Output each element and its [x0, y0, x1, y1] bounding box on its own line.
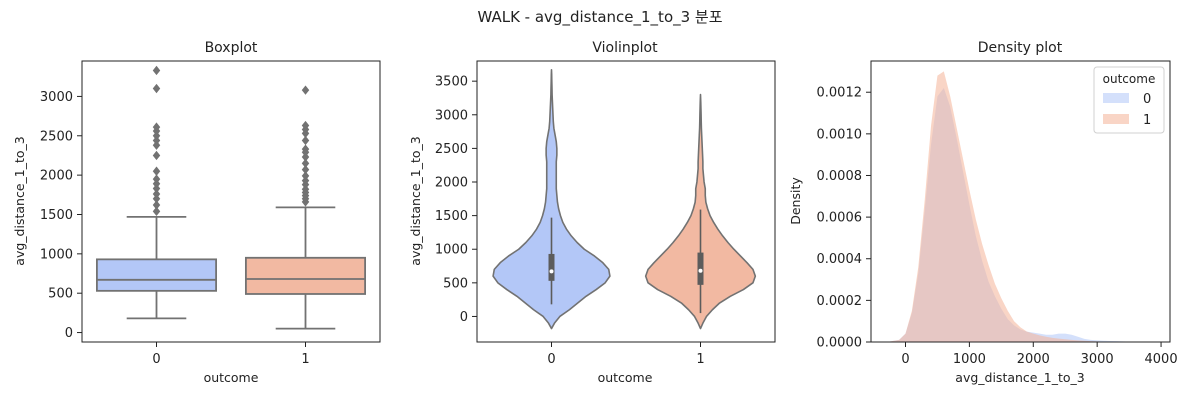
violinplot-frame [476, 60, 776, 343]
boxplot-outlier [152, 140, 161, 150]
violinplot-xlabel: outcome [598, 370, 653, 385]
violinplot-title: Violinplot [592, 40, 658, 56]
legend-label-1: 1 [1143, 113, 1151, 128]
boxplot-outlier [301, 158, 310, 169]
violin-body [492, 68, 611, 330]
boxplot-ylabel: avg_distance_1_to_3 [12, 136, 27, 265]
boxplot-ytick-label: 0 [65, 326, 73, 341]
boxplot-outlier [301, 164, 310, 175]
boxplot-outlier [301, 85, 310, 95]
violin-ytick-label: 1000 [435, 243, 468, 258]
density-title: Density plot [978, 40, 1063, 56]
boxplot-outlier [152, 183, 161, 194]
legend-swatch-1 [1103, 114, 1129, 124]
density-ytick-label: 0.0006 [817, 211, 863, 226]
violin-iqr-box [548, 253, 555, 281]
violin-ytick-label: 0 [460, 310, 468, 325]
violin-xtick-label: 1 [696, 352, 704, 367]
violinplot-panel: Violinplot 05001000150020002500300035000… [408, 40, 776, 385]
boxplot-frame [81, 60, 381, 343]
boxplot-outlier [152, 83, 161, 94]
legend-title: outcome [1103, 72, 1156, 86]
density-ylabel: Density [788, 177, 803, 225]
density-xtick-label: 1000 [953, 352, 986, 367]
boxplot-outlier [152, 189, 161, 199]
density-panel: Density plot 0.00000.00020.00040.00060.0… [788, 40, 1178, 385]
boxplot-ytick-label: 3000 [40, 90, 73, 105]
boxplot-plot-area: 0 500 1000 1500 2000 2500 3000 0 1 [40, 65, 366, 367]
violin-median-dot [698, 268, 703, 273]
violinplot-plot-area: 0 500 1000 1500 2000 2500 3000 3500 0 1 [435, 68, 757, 367]
density-plot-area: 0.0000 0.0002 0.0004 0.0006 0.0008 0.0010 0.00… [817, 71, 1178, 367]
density-ytick-label: 0.0004 [817, 252, 863, 267]
boxplot-outlier [152, 200, 161, 210]
boxplot-title: Boxplot [205, 40, 258, 56]
boxplot-outlier [301, 144, 310, 154]
boxplot-box [244, 256, 366, 295]
density-ytick-label: 0.0000 [817, 336, 863, 351]
violin-ytick-label: 3000 [435, 108, 468, 123]
boxplot-outlier [152, 65, 161, 76]
legend-label-0: 0 [1143, 92, 1151, 107]
boxplot-outlier [301, 135, 310, 146]
density-xtick-label: 4000 [1145, 352, 1178, 367]
violin-median-dot [549, 269, 554, 274]
density-xtick-label: 2000 [1017, 352, 1050, 367]
density-xlabel: avg_distance_1_to_3 [955, 370, 1084, 385]
boxplot-outlier [301, 152, 310, 162]
violin-iqr-box [697, 252, 704, 285]
boxplot-outlier [152, 131, 161, 141]
density-xtick-label: 0 [901, 352, 909, 367]
violin-ytick-label: 2000 [435, 176, 468, 191]
boxplot-outlier [152, 194, 161, 204]
boxplot-outlier [152, 150, 161, 161]
boxplot-ytick-label: 500 [48, 287, 73, 302]
density-ytick-label: 0.0002 [817, 294, 863, 309]
boxplot-xtick-label: 1 [301, 352, 309, 367]
violin-ytick-label: 3500 [435, 75, 468, 90]
density-area-series-1 [886, 71, 1117, 342]
boxplot-ytick-label: 1000 [40, 247, 73, 262]
violin-xtick-label: 0 [547, 352, 555, 367]
boxplot-outlier [152, 179, 161, 189]
violin-ytick-label: 2500 [435, 142, 468, 157]
density-ytick-label: 0.0010 [817, 127, 863, 142]
boxplot-xtick-label: 0 [152, 352, 160, 367]
boxplot-ytick-label: 1500 [40, 208, 73, 223]
boxplot-box [96, 258, 217, 292]
density-xtick-label: 3000 [1081, 352, 1114, 367]
boxplot-outlier [301, 171, 310, 181]
boxplot-outlier [301, 175, 310, 186]
density-legend: outcome 0 1 [1093, 66, 1165, 134]
boxplot-outlier [301, 120, 310, 131]
density-ytick-label: 0.0008 [817, 169, 863, 184]
boxplot-outlier [152, 122, 161, 132]
density-ytick-label: 0.0012 [817, 86, 863, 101]
boxplot-outlier [152, 206, 161, 217]
boxplot-ytick-label: 2500 [40, 129, 73, 144]
boxplot-panel: Boxplot 0 500 1000 1500 2000 2500 3000 0 1 outco… [12, 40, 381, 385]
boxplot-xlabel: outcome [204, 370, 259, 385]
density-frame [870, 60, 1171, 343]
violinplot-ylabel: avg_distance_1_to_3 [408, 136, 423, 265]
violin-ytick-label: 500 [443, 276, 468, 291]
boxplot-outlier [152, 166, 161, 176]
boxplot-outlier [152, 174, 161, 184]
boxplot-ytick-label: 2000 [40, 169, 73, 184]
boxplot-outlier [301, 184, 310, 194]
legend-swatch-0 [1103, 93, 1129, 103]
boxplot-outlier [152, 135, 161, 146]
figure-title: WALK - avg_distance_1_to_3 분포 [477, 8, 722, 27]
violin-ytick-label: 1500 [435, 209, 468, 224]
